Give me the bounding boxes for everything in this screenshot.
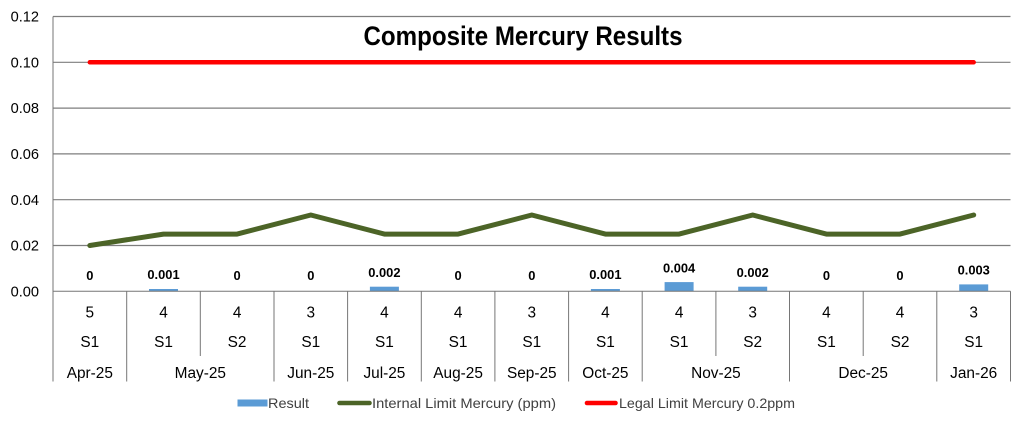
svg-text:3: 3 [528, 305, 537, 322]
svg-text:0: 0 [455, 268, 462, 283]
svg-text:0: 0 [896, 268, 903, 283]
svg-text:3: 3 [307, 305, 316, 322]
svg-text:Result: Result [268, 396, 309, 411]
svg-text:S1: S1 [964, 334, 983, 351]
svg-text:S2: S2 [743, 334, 762, 351]
svg-text:0.04: 0.04 [11, 193, 39, 209]
svg-text:S1: S1 [522, 334, 541, 351]
svg-text:4: 4 [380, 305, 389, 322]
svg-text:0: 0 [86, 268, 93, 283]
svg-text:Internal Limit Mercury (ppm): Internal Limit Mercury (ppm) [372, 396, 556, 411]
svg-text:S1: S1 [670, 334, 689, 351]
svg-text:S1: S1 [449, 334, 468, 351]
svg-text:0.06: 0.06 [11, 147, 39, 163]
svg-text:S1: S1 [301, 334, 320, 351]
svg-text:0.02: 0.02 [11, 239, 39, 255]
svg-text:Aug-25: Aug-25 [433, 365, 483, 382]
svg-text:4: 4 [233, 305, 242, 322]
svg-text:Jan-26: Jan-26 [950, 365, 997, 382]
svg-text:S2: S2 [228, 334, 247, 351]
svg-text:Jun-25: Jun-25 [287, 365, 334, 382]
svg-text:0.004: 0.004 [663, 260, 696, 275]
svg-text:0.002: 0.002 [737, 265, 769, 280]
svg-text:0.001: 0.001 [589, 267, 621, 282]
svg-text:S1: S1 [80, 334, 99, 351]
svg-text:4: 4 [601, 305, 610, 322]
svg-text:Sep-25: Sep-25 [507, 365, 557, 382]
svg-text:Jul-25: Jul-25 [363, 365, 405, 382]
svg-text:Composite Mercury Results: Composite Mercury Results [364, 21, 683, 51]
svg-text:4: 4 [896, 305, 905, 322]
svg-text:May-25: May-25 [175, 365, 226, 382]
svg-text:S1: S1 [596, 334, 615, 351]
svg-text:Legal Limit Mercury 0.2ppm: Legal Limit Mercury 0.2ppm [619, 396, 795, 411]
svg-text:Dec-25: Dec-25 [838, 365, 888, 382]
svg-text:0.10: 0.10 [11, 55, 39, 71]
svg-text:0: 0 [528, 268, 535, 283]
svg-text:Nov-25: Nov-25 [691, 365, 741, 382]
svg-text:0.00: 0.00 [11, 284, 39, 300]
svg-text:Apr-25: Apr-25 [67, 365, 113, 382]
svg-text:0: 0 [823, 268, 830, 283]
svg-text:4: 4 [454, 305, 463, 322]
svg-text:4: 4 [675, 305, 684, 322]
svg-text:0.001: 0.001 [147, 267, 179, 282]
svg-text:0.08: 0.08 [11, 101, 39, 117]
svg-text:5: 5 [86, 305, 95, 322]
svg-text:0: 0 [307, 268, 314, 283]
svg-text:0: 0 [234, 268, 241, 283]
svg-text:0.12: 0.12 [11, 10, 39, 26]
svg-text:0.003: 0.003 [958, 263, 990, 278]
svg-text:3: 3 [969, 305, 978, 322]
svg-text:S2: S2 [891, 334, 910, 351]
svg-text:4: 4 [822, 305, 831, 322]
svg-text:S1: S1 [375, 334, 394, 351]
svg-text:4: 4 [159, 305, 168, 322]
svg-text:S1: S1 [817, 334, 836, 351]
svg-text:0.002: 0.002 [368, 265, 400, 280]
svg-text:Oct-25: Oct-25 [582, 365, 628, 382]
svg-text:3: 3 [748, 305, 757, 322]
svg-text:S1: S1 [154, 334, 173, 351]
